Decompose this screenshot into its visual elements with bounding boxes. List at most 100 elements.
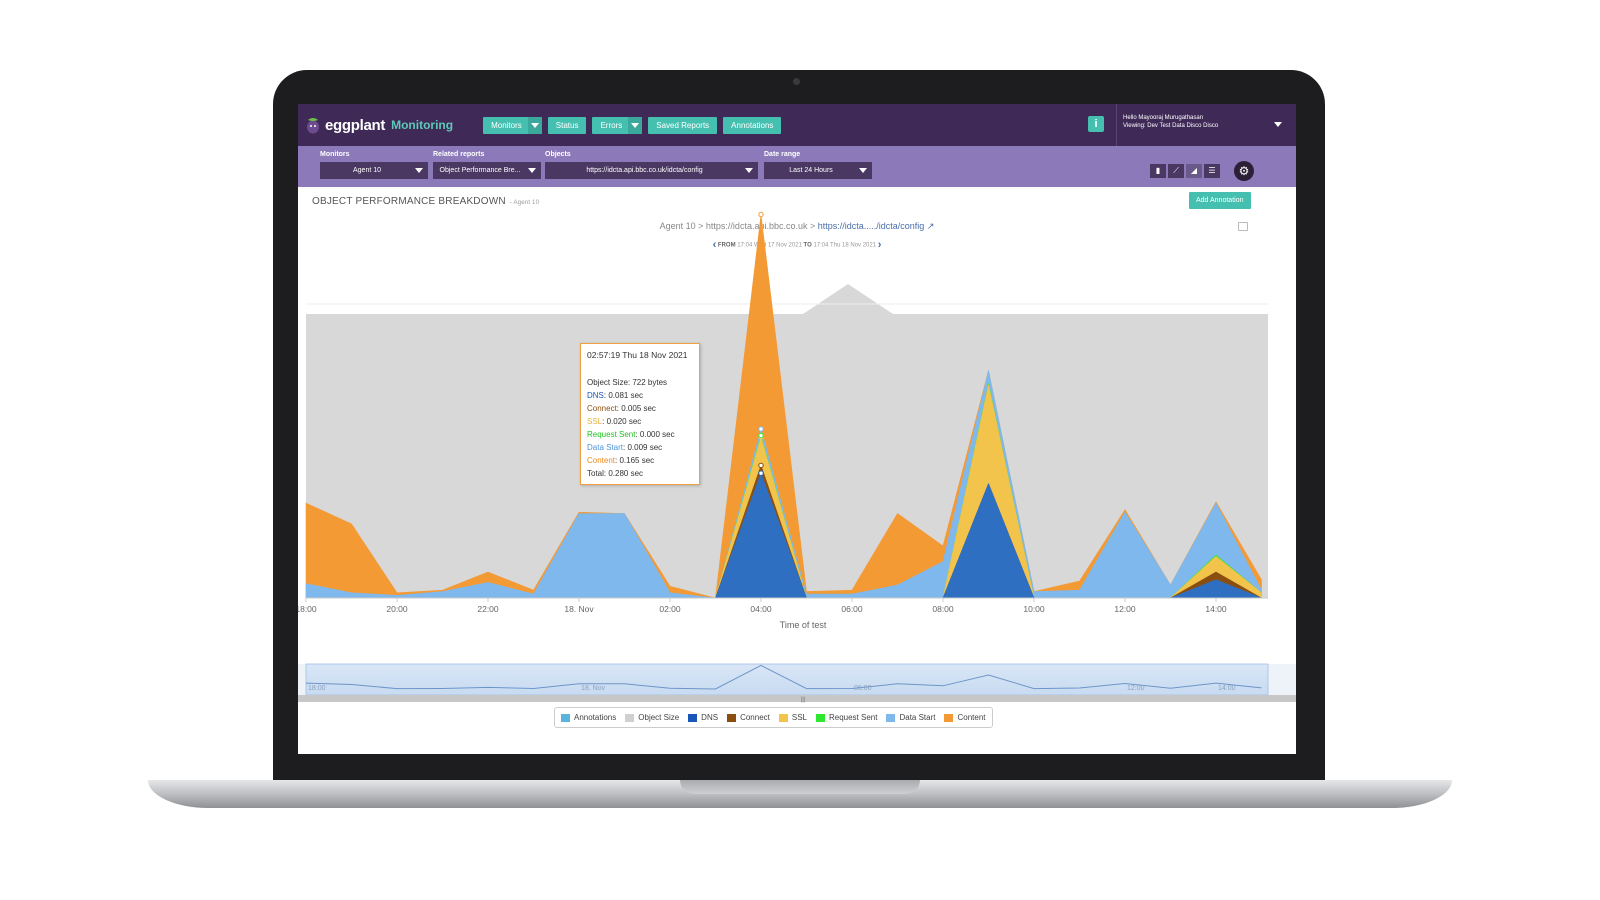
status-nav-button[interactable]: Status bbox=[547, 116, 587, 134]
report-subtitle: - Agent 10 bbox=[509, 200, 540, 206]
tooltip-content-row: Content: 0.165 sec bbox=[587, 454, 693, 467]
legend-item[interactable]: Request Sent bbox=[815, 713, 877, 722]
navigator-tick-label: 12:00 bbox=[1127, 685, 1145, 692]
view-switcher: ▮ ⟋ ◢ ☰ bbox=[1150, 164, 1220, 178]
legend-swatch bbox=[778, 713, 788, 722]
errors-nav-label: Errors bbox=[600, 120, 623, 130]
crumb-agent: Agent 10 > bbox=[659, 221, 706, 231]
tooltip-request-row: Request Sent: 0.000 sec bbox=[587, 428, 693, 441]
tooltip-datastart-value: : 0.009 sec bbox=[623, 443, 663, 452]
annotations-nav-label: Annotations bbox=[731, 120, 774, 130]
navigator-selection[interactable] bbox=[305, 663, 1269, 696]
legend-label: SSL bbox=[791, 713, 807, 722]
tooltip-total: Total: 0.280 sec bbox=[587, 469, 644, 478]
tooltip-time: 02:57:19 Thu 18 Nov 2021 bbox=[587, 350, 688, 360]
scrollbar-grip-icon[interactable]: ||| bbox=[801, 697, 806, 703]
objects-select[interactable]: https://idcta.api.bbc.co.uk/idcta/config bbox=[545, 162, 758, 179]
date-range-select[interactable]: Last 24 Hours bbox=[764, 162, 872, 179]
main-nav: Monitors Status Errors Saved Reports Ann… bbox=[483, 116, 782, 134]
bar-chart-view-icon[interactable]: ▮ bbox=[1150, 164, 1166, 178]
export-icon[interactable] bbox=[1238, 222, 1248, 231]
monitors-filter: Monitors Agent 10 bbox=[320, 151, 428, 179]
laptop-notch bbox=[680, 780, 920, 794]
legend-swatch bbox=[688, 713, 698, 722]
from-label: FROM bbox=[717, 242, 736, 249]
annotations-nav-button[interactable]: Annotations bbox=[723, 116, 782, 134]
crumb-separator: > bbox=[807, 221, 818, 231]
x-tick-label: 02:00 bbox=[659, 604, 681, 614]
previous-range-icon[interactable]: ‹ bbox=[712, 239, 717, 251]
tooltip-ssl-value: : 0.020 sec bbox=[602, 417, 642, 426]
x-tick-label: 08:00 bbox=[932, 604, 954, 614]
webcam bbox=[793, 78, 800, 85]
x-axis-title: Time of test bbox=[780, 620, 827, 630]
monitors-select[interactable]: Agent 10 bbox=[320, 162, 428, 179]
navigator-scrollbar[interactable] bbox=[298, 695, 1296, 702]
navigator-tick-label: 14:00 bbox=[1218, 685, 1236, 692]
legend-item[interactable]: Connect bbox=[727, 713, 770, 722]
legend-label: Object Size bbox=[638, 713, 680, 722]
legend-item[interactable]: Content bbox=[944, 713, 986, 722]
add-annotation-button[interactable]: Add Annotation bbox=[1189, 192, 1251, 209]
legend-label: Content bbox=[957, 713, 986, 722]
tooltip-datastart-label: Data Start bbox=[587, 443, 624, 452]
tooltip-content-value: : 0.165 sec bbox=[615, 456, 655, 465]
area-chart-view-icon[interactable]: ◢ bbox=[1186, 164, 1202, 178]
saved-reports-nav-button[interactable]: Saved Reports bbox=[648, 116, 718, 134]
tooltip-dns-value: : 0.081 sec bbox=[603, 391, 644, 400]
x-tick-label: 14:00 bbox=[1205, 604, 1227, 614]
legend-item[interactable]: Annotations bbox=[561, 713, 616, 722]
legend-item[interactable]: DNS bbox=[688, 713, 718, 722]
x-tick-label: 06:00 bbox=[841, 604, 863, 614]
monitors-nav-button[interactable]: Monitors bbox=[483, 116, 542, 134]
gear-icon[interactable]: ⚙ bbox=[1234, 161, 1254, 181]
chevron-down-icon[interactable] bbox=[527, 116, 542, 134]
info-icon[interactable]: i bbox=[1088, 116, 1104, 132]
navigator-tick-label: 06:00 bbox=[854, 685, 872, 692]
chevron-down-icon[interactable] bbox=[628, 116, 643, 134]
report-title-text: OBJECT PERFORMANCE BREAKDOWN bbox=[312, 196, 506, 207]
filter-bar: Monitors Agent 10 Related reports Object… bbox=[298, 146, 1296, 187]
errors-nav-button[interactable]: Errors bbox=[592, 116, 643, 134]
legend-item[interactable]: Object Size bbox=[625, 713, 679, 722]
product-name: Monitoring bbox=[391, 118, 454, 132]
tooltip-object-size: Object Size: 722 bytes bbox=[587, 378, 668, 387]
eggplant-logo-icon bbox=[307, 118, 319, 134]
legend-swatch bbox=[886, 713, 896, 722]
legend-item[interactable]: SSL bbox=[778, 713, 807, 722]
to-label: TO bbox=[803, 242, 812, 249]
related-reports-select[interactable]: Object Performance Bre... bbox=[433, 162, 541, 179]
crumb-host[interactable]: https://idcta.api.bbc.co.uk bbox=[705, 221, 808, 231]
legend-label: DNS bbox=[701, 713, 719, 722]
external-link-icon[interactable]: ↗ bbox=[926, 221, 935, 231]
hover-point-marker bbox=[758, 470, 764, 476]
line-chart-view-icon[interactable]: ⟋ bbox=[1168, 164, 1184, 178]
performance-area-chart[interactable]: 18:00 20:00 22:00 18. Nov 02:00 04:00 06:00 08:… bbox=[298, 104, 1296, 754]
list-view-icon[interactable]: ☰ bbox=[1204, 164, 1220, 178]
related-reports-label: Related reports bbox=[433, 151, 485, 158]
user-greeting: Hello Mayooraj Murugathasan bbox=[1123, 115, 1204, 121]
saved-reports-nav-label: Saved Reports bbox=[656, 120, 710, 130]
to-value: 17:04 Thu 18 Nov 2021 bbox=[813, 242, 877, 249]
tooltip-ssl-label: SSL bbox=[587, 417, 603, 426]
legend-swatch bbox=[561, 713, 570, 722]
monitors-nav-label: Monitors bbox=[491, 120, 522, 130]
crumb-path-link[interactable]: https://idcta...../idcta/config bbox=[817, 221, 925, 231]
user-menu[interactable]: Hello Mayooraj Murugathasan Viewing: Dev… bbox=[1116, 104, 1296, 146]
navigator-series-line bbox=[305, 664, 1262, 690]
navigator-tick-label: 18. Nov bbox=[581, 685, 606, 692]
x-tick-label: 20:00 bbox=[386, 604, 408, 614]
objects-filter-label: Objects bbox=[545, 151, 571, 158]
next-range-icon[interactable]: › bbox=[877, 239, 882, 251]
tooltip-dns-label: DNS bbox=[587, 391, 604, 400]
legend-item[interactable]: Data Start bbox=[886, 713, 935, 722]
tooltip-connect-row: Connect: 0.005 sec bbox=[587, 402, 693, 415]
time-range-nav: ‹ FROM 17:04 Wed 17 Nov 2021 TO 17:04 Th… bbox=[298, 239, 1296, 251]
eggplant-logo[interactable]: eggplant Monitoring bbox=[305, 116, 453, 134]
hover-point-marker bbox=[758, 462, 764, 469]
chevron-down-icon[interactable] bbox=[1274, 122, 1282, 127]
x-tick-label: 22:00 bbox=[477, 604, 499, 614]
series-area-data-start bbox=[305, 370, 1262, 599]
legend-swatch bbox=[815, 713, 825, 722]
legend-swatch bbox=[625, 713, 635, 722]
